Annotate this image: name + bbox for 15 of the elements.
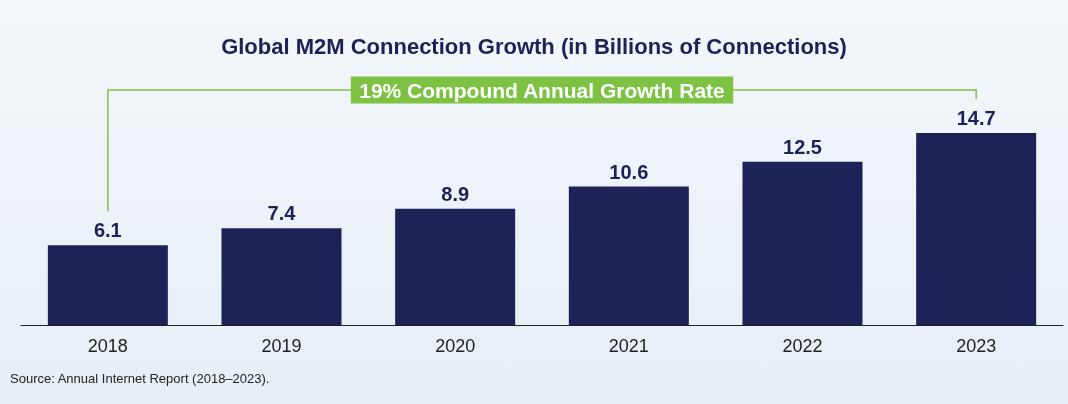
chart-title: Global M2M Connection Growth (in Billions of Connections) [221, 33, 847, 59]
source-note: Source: Annual Internet Report (2018–2023). [10, 371, 270, 386]
data-label: 6.1 [93, 219, 122, 242]
x-tick-label: 2022 [782, 336, 823, 356]
data-label: 8.9 [441, 182, 470, 205]
x-tick-label: 2021 [608, 336, 649, 356]
x-tick-label: 2020 [435, 336, 476, 356]
text: 19% Compound Annual Growth Rate [359, 78, 725, 102]
data-label: 14.7 [956, 107, 996, 129]
data-label: 12.5 [783, 135, 822, 158]
data-label: 7.4 [267, 202, 297, 225]
x-tick-label: 2023 [956, 336, 997, 356]
x-tick-label: 2019 [261, 336, 302, 356]
data-label: 10.6 [609, 160, 649, 183]
x-tick-label: 2018 [87, 336, 128, 356]
